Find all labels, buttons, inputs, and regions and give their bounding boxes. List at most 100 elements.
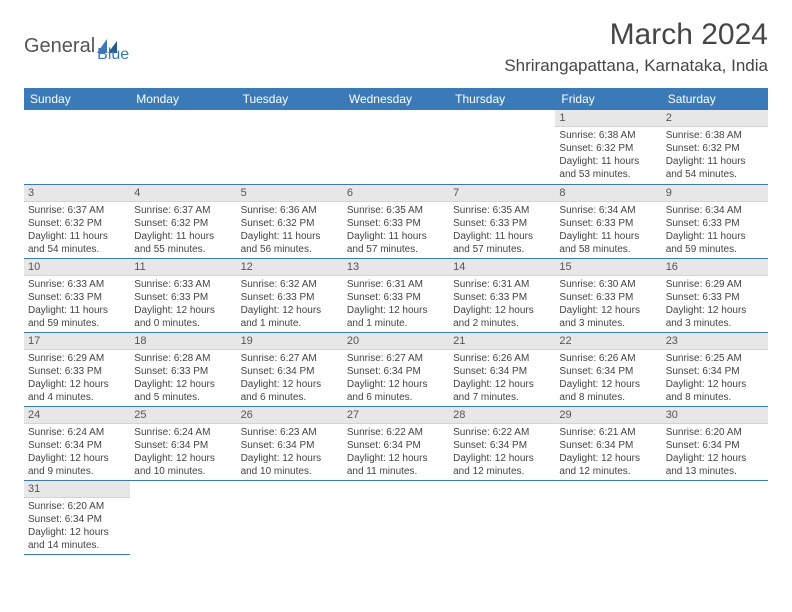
- day-info-line: Sunrise: 6:28 AM: [134, 352, 232, 365]
- day-info-line: Sunset: 6:32 PM: [666, 142, 764, 155]
- day-cell: 21Sunrise: 6:26 AMSunset: 6:34 PMDayligh…: [449, 332, 555, 406]
- day-info-line: Daylight: 12 hours: [559, 452, 657, 465]
- day-info-line: Sunrise: 6:37 AM: [28, 204, 126, 217]
- day-info-line: and 57 minutes.: [453, 243, 551, 256]
- day-number: 18: [130, 333, 236, 350]
- logo-text-blue: Blue: [97, 46, 129, 64]
- day-info: Sunrise: 6:23 AMSunset: 6:34 PMDaylight:…: [237, 424, 343, 480]
- day-info-line: Daylight: 12 hours: [453, 304, 551, 317]
- day-info-line: Sunrise: 6:35 AM: [347, 204, 445, 217]
- day-number: 22: [555, 333, 661, 350]
- day-cell: 11Sunrise: 6:33 AMSunset: 6:33 PMDayligh…: [130, 258, 236, 332]
- week-row: 24Sunrise: 6:24 AMSunset: 6:34 PMDayligh…: [24, 406, 768, 480]
- dayname-sun: Sunday: [24, 88, 130, 110]
- day-cell: 15Sunrise: 6:30 AMSunset: 6:33 PMDayligh…: [555, 258, 661, 332]
- day-info-line: Sunset: 6:33 PM: [453, 291, 551, 304]
- day-cell: 3Sunrise: 6:37 AMSunset: 6:32 PMDaylight…: [24, 184, 130, 258]
- title-block: March 2024 Shrirangapattana, Karnataka, …: [504, 18, 768, 76]
- day-info-line: and 3 minutes.: [666, 317, 764, 330]
- day-info-line: and 10 minutes.: [134, 465, 232, 478]
- day-info-line: Sunset: 6:34 PM: [28, 513, 126, 526]
- day-number: 19: [237, 333, 343, 350]
- day-info-line: Sunset: 6:33 PM: [453, 217, 551, 230]
- day-cell: 24Sunrise: 6:24 AMSunset: 6:34 PMDayligh…: [24, 406, 130, 480]
- day-cell: 25Sunrise: 6:24 AMSunset: 6:34 PMDayligh…: [130, 406, 236, 480]
- day-number: 25: [130, 407, 236, 424]
- day-info-line: Sunset: 6:34 PM: [453, 439, 551, 452]
- week-row: 17Sunrise: 6:29 AMSunset: 6:33 PMDayligh…: [24, 332, 768, 406]
- day-info-line: and 4 minutes.: [28, 391, 126, 404]
- day-number: 10: [24, 259, 130, 276]
- day-info-line: Daylight: 12 hours: [453, 378, 551, 391]
- day-info-line: Sunrise: 6:21 AM: [559, 426, 657, 439]
- day-info-line: Sunset: 6:33 PM: [28, 365, 126, 378]
- day-number: 12: [237, 259, 343, 276]
- day-cell: 29Sunrise: 6:21 AMSunset: 6:34 PMDayligh…: [555, 406, 661, 480]
- day-info-line: Sunrise: 6:26 AM: [453, 352, 551, 365]
- day-info-line: Sunset: 6:34 PM: [241, 439, 339, 452]
- day-info-line: Sunset: 6:32 PM: [28, 217, 126, 230]
- day-cell: [343, 110, 449, 184]
- day-number: 8: [555, 185, 661, 202]
- day-cell: 26Sunrise: 6:23 AMSunset: 6:34 PMDayligh…: [237, 406, 343, 480]
- calendar-table: Sunday Monday Tuesday Wednesday Thursday…: [24, 88, 768, 555]
- day-number: 28: [449, 407, 555, 424]
- day-number: 30: [662, 407, 768, 424]
- location-subtitle: Shrirangapattana, Karnataka, India: [504, 56, 768, 76]
- day-cell: [449, 110, 555, 184]
- day-info-line: and 7 minutes.: [453, 391, 551, 404]
- day-info: Sunrise: 6:20 AMSunset: 6:34 PMDaylight:…: [24, 498, 130, 554]
- day-info-line: Sunrise: 6:38 AM: [666, 129, 764, 142]
- day-number: 15: [555, 259, 661, 276]
- day-info-line: Sunset: 6:33 PM: [347, 217, 445, 230]
- logo: General Blue: [24, 18, 129, 64]
- day-number: 17: [24, 333, 130, 350]
- day-number: 5: [237, 185, 343, 202]
- day-cell: [130, 110, 236, 184]
- day-number: 9: [662, 185, 768, 202]
- day-info-line: Daylight: 12 hours: [666, 304, 764, 317]
- day-info: Sunrise: 6:24 AMSunset: 6:34 PMDaylight:…: [130, 424, 236, 480]
- day-info-line: Sunset: 6:34 PM: [559, 439, 657, 452]
- day-cell: 8Sunrise: 6:34 AMSunset: 6:33 PMDaylight…: [555, 184, 661, 258]
- day-cell: [24, 110, 130, 184]
- day-info-line: Sunrise: 6:36 AM: [241, 204, 339, 217]
- day-info: Sunrise: 6:22 AMSunset: 6:34 PMDaylight:…: [449, 424, 555, 480]
- dayname-thu: Thursday: [449, 88, 555, 110]
- day-cell: 30Sunrise: 6:20 AMSunset: 6:34 PMDayligh…: [662, 406, 768, 480]
- day-number: 16: [662, 259, 768, 276]
- day-cell: 2Sunrise: 6:38 AMSunset: 6:32 PMDaylight…: [662, 110, 768, 184]
- day-info-line: Sunrise: 6:24 AM: [134, 426, 232, 439]
- day-info-line: Sunrise: 6:26 AM: [559, 352, 657, 365]
- day-info-line: Sunrise: 6:33 AM: [28, 278, 126, 291]
- day-cell: 12Sunrise: 6:32 AMSunset: 6:33 PMDayligh…: [237, 258, 343, 332]
- day-info-line: Daylight: 12 hours: [28, 378, 126, 391]
- day-info-line: Sunset: 6:32 PM: [134, 217, 232, 230]
- day-info-line: and 6 minutes.: [347, 391, 445, 404]
- day-number: 31: [24, 481, 130, 498]
- day-info-line: Daylight: 11 hours: [347, 230, 445, 243]
- day-info: Sunrise: 6:38 AMSunset: 6:32 PMDaylight:…: [555, 127, 661, 183]
- day-info-line: Sunset: 6:34 PM: [134, 439, 232, 452]
- day-info: Sunrise: 6:28 AMSunset: 6:33 PMDaylight:…: [130, 350, 236, 406]
- day-info: Sunrise: 6:30 AMSunset: 6:33 PMDaylight:…: [555, 276, 661, 332]
- day-info-line: Sunset: 6:34 PM: [666, 439, 764, 452]
- day-info-line: Sunrise: 6:29 AM: [28, 352, 126, 365]
- day-cell: [555, 480, 661, 554]
- day-info-line: Sunrise: 6:24 AM: [28, 426, 126, 439]
- day-info: Sunrise: 6:36 AMSunset: 6:32 PMDaylight:…: [237, 202, 343, 258]
- day-info-line: Daylight: 12 hours: [241, 452, 339, 465]
- day-info-line: Daylight: 11 hours: [134, 230, 232, 243]
- day-info-line: and 59 minutes.: [666, 243, 764, 256]
- day-number: 14: [449, 259, 555, 276]
- day-info-line: Sunset: 6:32 PM: [559, 142, 657, 155]
- day-info: Sunrise: 6:31 AMSunset: 6:33 PMDaylight:…: [449, 276, 555, 332]
- day-number: 23: [662, 333, 768, 350]
- day-info-line: Sunrise: 6:20 AM: [28, 500, 126, 513]
- day-info-line: Sunset: 6:34 PM: [559, 365, 657, 378]
- day-info: Sunrise: 6:26 AMSunset: 6:34 PMDaylight:…: [449, 350, 555, 406]
- day-number: 2: [662, 110, 768, 127]
- dayname-mon: Monday: [130, 88, 236, 110]
- day-info-line: Sunset: 6:34 PM: [241, 365, 339, 378]
- day-info: Sunrise: 6:29 AMSunset: 6:33 PMDaylight:…: [24, 350, 130, 406]
